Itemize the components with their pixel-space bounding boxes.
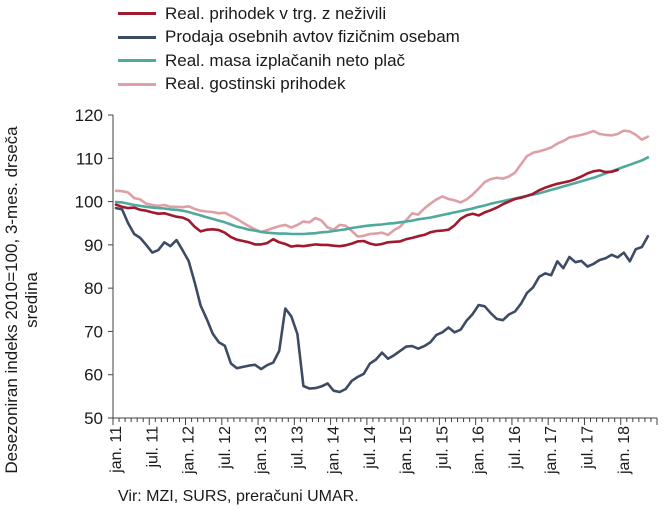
y-tick-label: 90 bbox=[84, 236, 103, 255]
x-tick-label: jul. 14 bbox=[362, 426, 379, 470]
legend-label: Real. prihodek v trg. z neživili bbox=[165, 3, 387, 23]
x-tick-label: jul. 12 bbox=[217, 426, 234, 470]
x-tick-label: jan. 14 bbox=[326, 426, 343, 475]
y-axis-label: Desezoniran indeks 2010=100, 3-mes. drse… bbox=[2, 126, 41, 474]
x-tick-label: jul. 11 bbox=[144, 426, 161, 469]
x-tick-label: jan. 13 bbox=[253, 426, 270, 475]
series-line bbox=[114, 156, 650, 236]
y-tick-label: 60 bbox=[84, 366, 103, 385]
legend-label: Real. masa izplačanih neto plač bbox=[165, 50, 406, 70]
x-tick-label: jan. 11 bbox=[108, 426, 125, 474]
x-tick-label: jan. 12 bbox=[181, 426, 198, 475]
series-line bbox=[114, 206, 650, 394]
y-tick-label: 110 bbox=[76, 149, 103, 168]
y-tick-label: 50 bbox=[84, 409, 103, 428]
x-tick-label: jul. 15 bbox=[434, 426, 451, 470]
chart-legend: Real. prihodek v trg. z neživili Prodaja… bbox=[118, 2, 460, 96]
x-tick-label: jan. 17 bbox=[543, 426, 560, 475]
y-tick-label: 70 bbox=[84, 322, 103, 341]
chart-series bbox=[114, 129, 650, 394]
legend-item: Real. prihodek v trg. z neživili bbox=[118, 2, 460, 26]
source-note: Vir: MZI, SURS, preračuni UMAR. bbox=[118, 488, 359, 505]
y-tick-label: 80 bbox=[84, 279, 103, 298]
x-tick-label: jul. 13 bbox=[289, 426, 306, 470]
chart-tick-labels: 50 60 70 80 90 100 110 120 jan. 11 jul. 11 jan. 12… bbox=[75, 106, 633, 475]
x-tick-label: jul. 16 bbox=[507, 426, 524, 470]
legend-swatch bbox=[118, 59, 156, 63]
x-tick-label: jan. 18 bbox=[616, 426, 633, 475]
legend-item: Real. gostinski prihodek bbox=[118, 73, 460, 97]
legend-label: Real. gostinski prihodek bbox=[165, 74, 346, 94]
legend-swatch bbox=[118, 12, 156, 16]
series-line bbox=[114, 129, 650, 238]
x-tick-label: jan. 15 bbox=[398, 426, 415, 475]
x-tick-label: jul. 17 bbox=[579, 426, 596, 470]
legend-swatch bbox=[118, 35, 156, 39]
legend-item: Real. masa izplačanih neto plač bbox=[118, 49, 460, 73]
y-tick-label: 120 bbox=[75, 106, 103, 125]
chart-axes bbox=[108, 114, 658, 425]
series-line bbox=[114, 168, 620, 248]
legend-label: Prodaja osebnih avtov fizičnim osebam bbox=[165, 27, 460, 47]
legend-swatch bbox=[118, 82, 156, 86]
x-tick-label: jan. 16 bbox=[471, 426, 488, 475]
y-tick-label: 100 bbox=[75, 193, 103, 212]
legend-item: Prodaja osebnih avtov fizičnim osebam bbox=[118, 26, 460, 50]
